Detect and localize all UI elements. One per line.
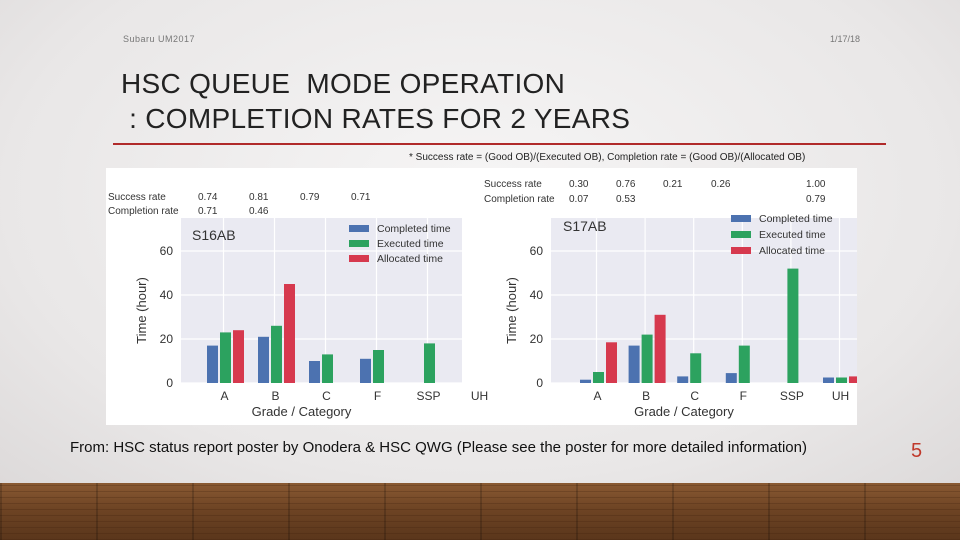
completion-rate-value: 0.71	[198, 206, 218, 217]
x-axis-label: Grade / Category	[634, 404, 734, 419]
success-rate-value: 0.76	[616, 179, 636, 190]
rate-definition-note: * Success rate = (Good OB)/(Executed OB)…	[409, 152, 806, 163]
y-tick-label: 60	[530, 244, 544, 258]
legend-label: Allocated time	[759, 245, 825, 257]
x-tick-label: UH	[832, 389, 849, 403]
panel-label: S17AB	[563, 218, 607, 234]
completion-rate-value: 0.79	[806, 194, 826, 205]
bar	[373, 350, 384, 383]
source-footer: From: HSC status report poster by Onoder…	[70, 439, 807, 456]
success-rate-value: 0.79	[300, 192, 320, 203]
bar	[322, 354, 333, 383]
y-tick-label: 40	[160, 288, 174, 302]
completion-rate-value: 0.46	[249, 206, 269, 217]
title-divider	[113, 143, 886, 145]
y-tick-label: 40	[530, 288, 544, 302]
x-tick-label: A	[593, 389, 601, 403]
success-rate-label: Success rate	[108, 192, 166, 203]
bar	[271, 325, 282, 383]
bar	[284, 284, 295, 383]
x-tick-label: F	[374, 389, 381, 403]
x-tick-label: SSP	[780, 389, 804, 403]
success-rate-value: 1.00	[806, 179, 826, 190]
date-label: 1/17/18	[830, 34, 861, 44]
panel-label: S16AB	[192, 227, 236, 243]
legend-label: Executed time	[377, 238, 444, 250]
bar	[690, 353, 702, 383]
bar	[309, 361, 320, 383]
bar	[628, 345, 640, 383]
bar	[220, 332, 231, 383]
completion-rate-label: Completion rate	[484, 194, 555, 205]
x-tick-label: F	[740, 389, 747, 403]
legend-label: Completed time	[377, 223, 451, 235]
y-tick-label: 60	[160, 244, 174, 258]
legend-swatch	[731, 231, 751, 238]
x-tick-label: C	[322, 389, 331, 403]
bar	[738, 345, 750, 383]
y-tick-label: 20	[530, 332, 544, 346]
y-tick-label: 0	[536, 376, 543, 390]
chart-figure: 0 20 40 60 A B C F SSP UH Grade / Category Time (ho…	[106, 168, 860, 425]
x-axis-label: Grade / Category	[252, 404, 352, 419]
y-axis-label: Time (hour)	[504, 277, 519, 344]
x-tick-label: A	[220, 389, 228, 403]
success-rate-value: 0.26	[711, 179, 731, 190]
bar	[725, 373, 737, 383]
slide-title: HSC QUEUE MODE OPERATION : COMPLETION RA…	[121, 66, 630, 136]
wood-floor-decoration	[0, 483, 960, 540]
event-label: Subaru UM2017	[123, 34, 196, 44]
bar	[849, 376, 860, 383]
x-tick-label: UH	[471, 389, 488, 403]
title-line-1: HSC QUEUE MODE OPERATION	[121, 68, 566, 99]
success-rate-label: Success rate	[484, 179, 542, 190]
x-tick-label: B	[642, 389, 650, 403]
title-line-2: : COMPLETION RATES FOR 2 YEARS	[121, 103, 631, 134]
legend-swatch	[349, 240, 369, 247]
success-rate-value: 0.30	[569, 179, 589, 190]
bar	[641, 334, 653, 383]
completion-rate-value: 0.53	[616, 194, 636, 205]
legend-label: Allocated time	[377, 253, 443, 265]
legend-swatch	[349, 255, 369, 262]
success-rate-value: 0.81	[249, 192, 269, 203]
y-tick-label: 20	[160, 332, 174, 346]
bar	[580, 379, 591, 383]
y-tick-label: 0	[166, 376, 173, 390]
success-rate-value: 0.74	[198, 192, 218, 203]
completion-rate-label: Completion rate	[108, 206, 179, 217]
x-tick-label: SSP	[416, 389, 440, 403]
bar	[836, 377, 847, 383]
bar	[207, 345, 218, 383]
bar	[258, 336, 269, 383]
legend-swatch	[349, 225, 369, 232]
legend-swatch	[731, 247, 751, 254]
bar	[606, 342, 617, 383]
y-axis-label: Time (hour)	[134, 277, 149, 344]
chart-svg: 0 20 40 60 A B C F SSP UH Grade / Category Time (ho…	[108, 179, 860, 419]
page-number: 5	[911, 440, 923, 462]
bar	[823, 377, 834, 383]
success-rate-value: 0.71	[351, 192, 371, 203]
bar	[424, 343, 435, 383]
completion-rate-value: 0.07	[569, 194, 589, 205]
legend-label: Executed time	[759, 229, 826, 241]
bar	[233, 330, 244, 383]
legend-swatch	[731, 215, 751, 222]
legend-label: Completed time	[759, 213, 833, 225]
bar	[593, 372, 604, 383]
bar	[654, 314, 666, 383]
success-rate-value: 0.21	[663, 179, 683, 190]
x-tick-label: C	[690, 389, 699, 403]
x-tick-label: B	[271, 389, 279, 403]
plot-area	[551, 218, 857, 383]
bar	[360, 358, 371, 383]
bar	[677, 376, 689, 383]
bar	[787, 268, 799, 383]
